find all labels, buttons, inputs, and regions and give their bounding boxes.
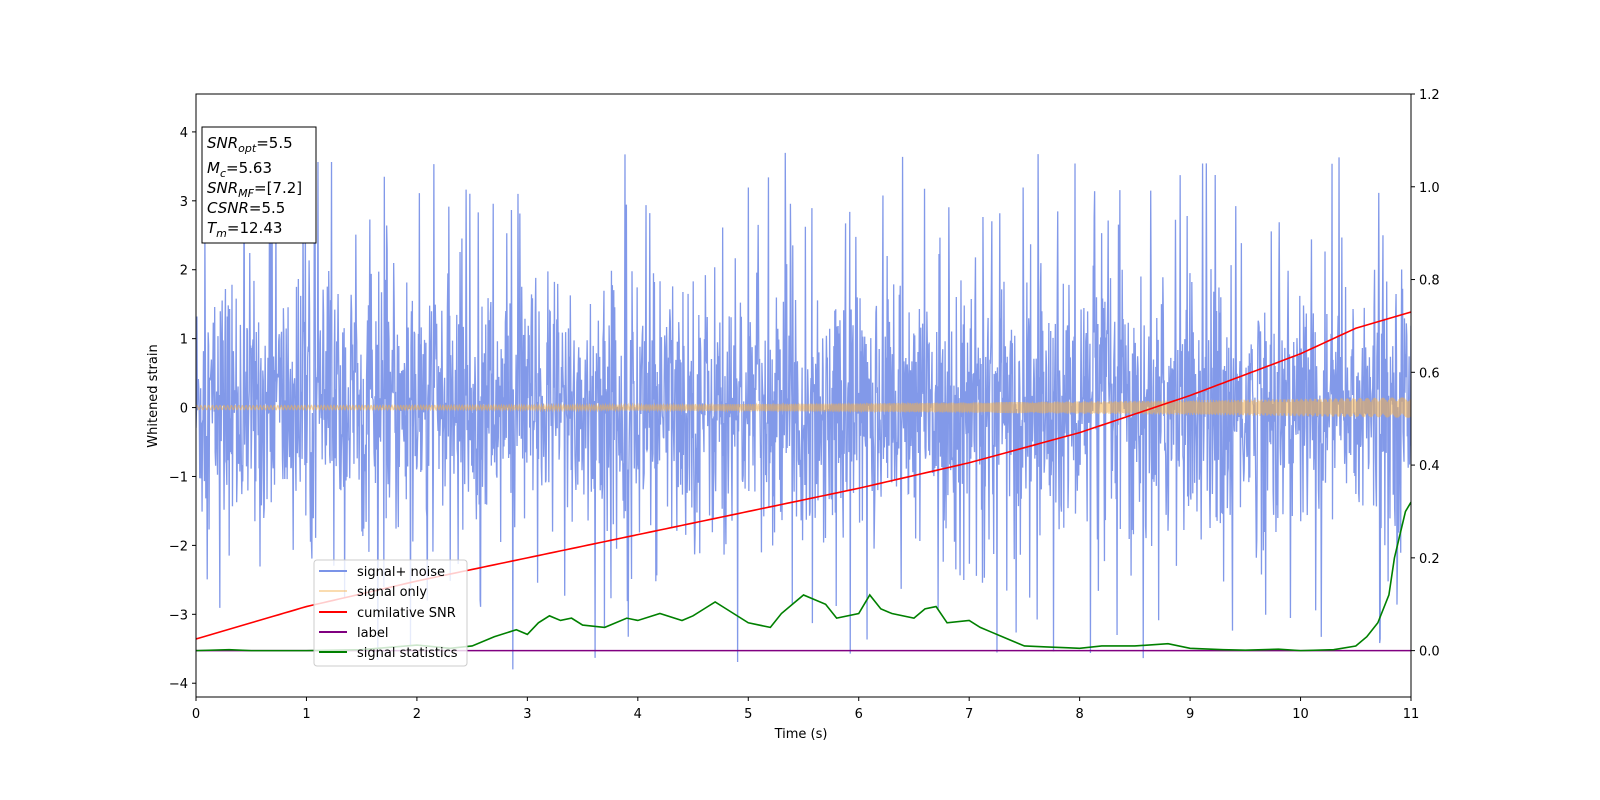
y2-tick-label: 0.0: [1419, 645, 1440, 660]
x-tick-label: 4: [634, 707, 642, 722]
info-box-frame: [201, 126, 317, 244]
legend-entry-signal-only: signal only: [319, 585, 427, 600]
y-tick-label: 3: [180, 195, 188, 210]
y-tick-label: −1: [169, 470, 188, 485]
x-tick-label: 6: [855, 707, 863, 722]
y-tick-label: −2: [169, 539, 188, 554]
y2-tick-label: 0.2: [1419, 552, 1440, 567]
plot-area-frame: [195, 93, 1412, 698]
series-signal-noise-line: [196, 152, 1411, 670]
y2-tick-label: 0.6: [1419, 366, 1440, 381]
x-axis-label: Time (s): [774, 727, 828, 742]
legend-label-label: label: [357, 626, 388, 641]
y-tick-label: 1: [180, 333, 188, 348]
x-tick-label: 10: [1292, 707, 1309, 722]
y-tick-label: −4: [169, 677, 188, 692]
y-axis-ticks: −4 −3 −2 −1 0 1 2 3 4: [169, 126, 196, 692]
legend-label-signal-statistics: signal statistics: [357, 646, 458, 661]
legend-label-signal-noise: signal+ noise: [357, 565, 445, 580]
y-tick-label: 4: [180, 126, 188, 141]
y-axis-label: Whitened strain: [146, 344, 161, 447]
legend-entry-signal-noise: signal+ noise: [319, 565, 445, 580]
x-axis-ticks: 0 1 2 3 4 5 6 7 8 9 10 11: [192, 697, 1419, 722]
info-merger-time: Tm=12.43: [207, 219, 282, 240]
y2-tick-label: 1.0: [1419, 181, 1440, 196]
y2-axis-ticks: 0.0 0.2 0.4 0.6 0.8 1.0 1.2: [1411, 88, 1440, 660]
series-signal-only-line: [196, 397, 1411, 418]
x-tick-label: 11: [1403, 707, 1420, 722]
legend-entry-label: label: [319, 626, 388, 641]
info-chirp-mass: Mc=5.63: [207, 159, 272, 180]
y2-tick-label: 1.2: [1419, 88, 1440, 103]
info-snr-opt: SNRopt=5.5: [207, 134, 293, 155]
info-box: SNRopt=5.5 Mc=5.63 SNRMF=[7.2] CSNR=5.5 …: [201, 126, 317, 244]
legend-label-cumulative-snr: cumilative SNR: [357, 606, 456, 621]
series-signal-statistics-line: [196, 501, 1411, 652]
legend: signal+ noise signal only cumilative SNR…: [313, 559, 468, 667]
info-snr-mf: SNRMF=[7.2]: [207, 179, 302, 200]
info-csnr: CSNR=5.5: [207, 199, 285, 217]
x-tick-label: 2: [413, 707, 421, 722]
legend-entry-cumulative-snr: cumilative SNR: [319, 606, 456, 621]
y-tick-label: 0: [180, 402, 188, 417]
y-tick-label: −3: [169, 608, 188, 623]
x-tick-label: 3: [523, 707, 531, 722]
legend-entry-signal-statistics: signal statistics: [319, 646, 458, 661]
legend-frame: [313, 559, 468, 667]
x-tick-label: 9: [1186, 707, 1194, 722]
x-tick-label: 0: [192, 707, 200, 722]
x-tick-label: 7: [965, 707, 973, 722]
y-tick-label: 2: [180, 264, 188, 279]
y2-tick-label: 0.4: [1419, 459, 1440, 474]
legend-label-signal-only: signal only: [357, 585, 427, 600]
x-tick-label: 8: [1075, 707, 1083, 722]
x-tick-label: 5: [744, 707, 752, 722]
x-tick-label: 1: [302, 707, 310, 722]
y2-tick-label: 0.8: [1419, 274, 1440, 289]
